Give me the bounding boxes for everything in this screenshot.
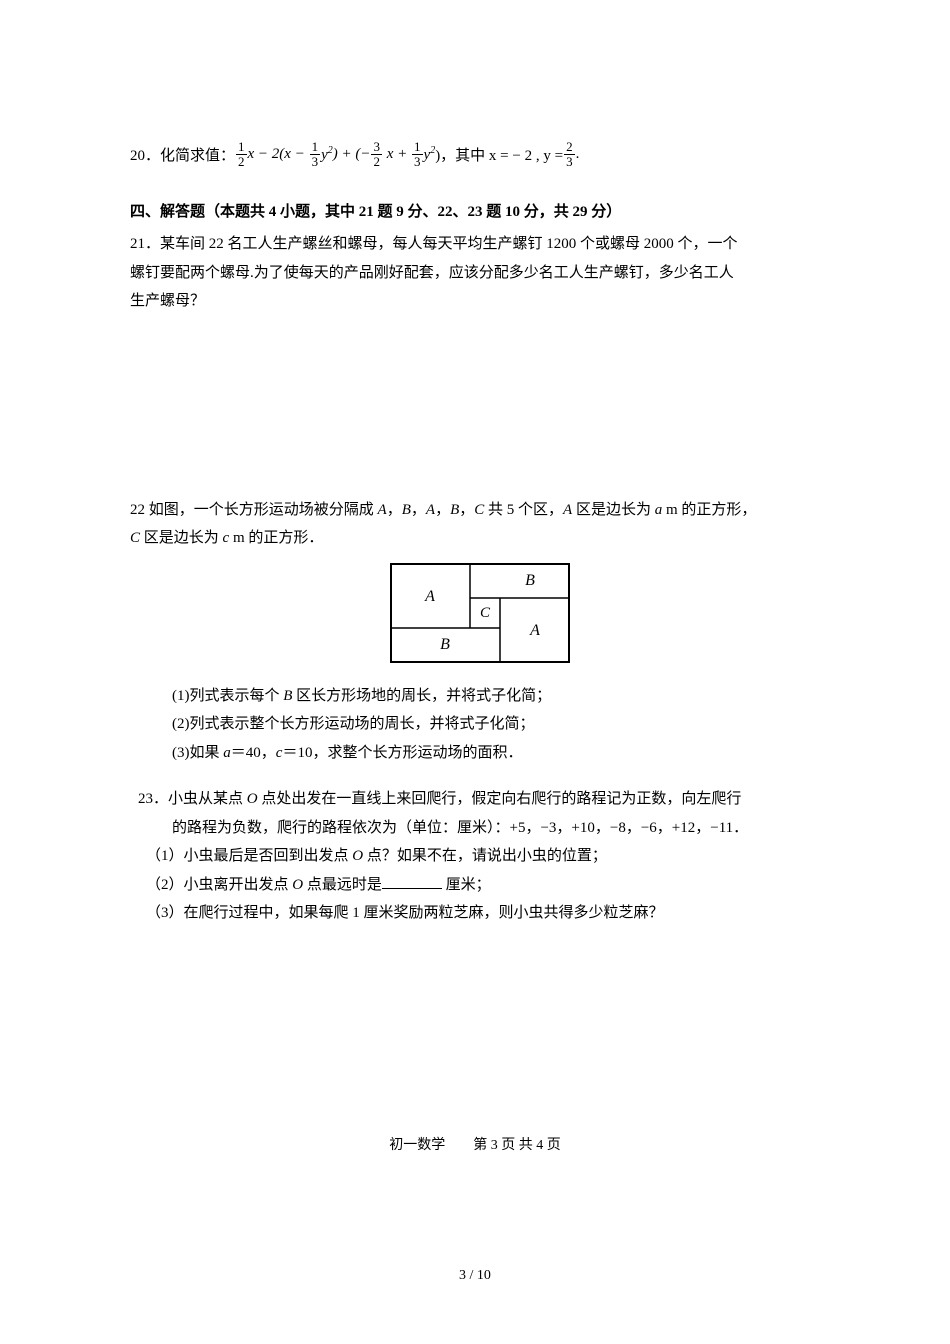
q21-l3: 生产螺母？ [130,287,830,316]
q21-l1: 21．某车间 22 名工人生产螺丝和螺母，每人每天平均生产螺钉 1200 个或螺… [130,230,830,259]
diagram-B2: B [440,636,450,653]
q22-sub3: (3)如果 a＝40，c＝10，求整个长方形运动场的面积． [130,739,830,768]
q20-close: )，其中 x = − 2 , y = [435,144,563,165]
diagram-A2: A [529,622,540,639]
frac-2-3: 2 3 [564,140,575,170]
q22-sub2: (2)列式表示整个长方形运动场的周长，并将式子化简； [130,710,830,739]
diagram-B1: B [525,572,535,589]
q23-blank [382,873,442,889]
frac-3-2: 3 2 [371,140,382,170]
page-number: 3 / 10 [0,1268,950,1284]
q20: 20．化简求值： 1 2 x − 2(x − 1 3 y2 ) + (− 3 2… [130,140,830,170]
diagram-A1: A [424,588,435,605]
q20-end: . [576,146,580,163]
exam-page: 20．化简求值： 1 2 x − 2(x − 1 3 y2 ) + (− 3 2… [0,0,950,1344]
frac-1-3a: 1 3 [310,140,321,170]
q22-l2: C 区是边长为 c m 的正方形． [130,524,830,553]
q20-y2: y2 [321,145,333,164]
q20-y4: y2 [424,145,436,164]
spacer-1 [130,316,830,496]
q22-diagram-wrap: A B C B A [130,563,830,668]
diagram-C: C [480,605,491,621]
q20-label: 20．化简求值： [130,144,235,165]
q20-x3: x + [383,146,411,163]
q20-mid: ) + (− [333,146,371,163]
q23-s2: （2）小虫离开出发点 O 点最远时是 厘米； [130,871,830,900]
section4-title: 四、解答题（本题共 4 小题，其中 21 题 9 分、22、23 题 10 分，… [130,198,830,227]
q23-l1: 23．小虫从某点 O 点处出发在一直线上来回爬行，假定向右爬行的路程记为正数，向… [130,785,830,814]
q23-l2: 的路程为负数，爬行的路程依次为（单位：厘米）：+5，−3，+10，−8，−6，+… [130,814,830,843]
q22-l1: 22 如图，一个长方形运动场被分隔成 A，B，A，B，C 共 5 个区，A 区是… [130,496,830,525]
frac-1-3b: 1 3 [412,140,423,170]
q21-l2: 螺钉要配两个螺母.为了使每天的产品刚好配套，应该分配多少名工人生产螺钉，多少名工… [130,259,830,288]
spacer-2 [130,767,830,785]
q22-diagram: A B C B A [390,563,570,663]
q23-s1: （1）小虫最后是否回到出发点 O 点？如果不在，请说出小虫的位置； [130,842,830,871]
q22-sub1: (1)列式表示每个 B 区长方形场地的周长，并将式子化简； [130,682,830,711]
q23-s3: （3）在爬行过程中，如果每爬 1 厘米奖励两粒芝麻，则小虫共得多少粒芝麻？ [130,899,830,928]
q20-x1: x − 2(x − [248,146,309,163]
page-footer: 初一数学 第 3 页 共 4 页 [0,1134,950,1154]
frac-1-2a: 1 2 [236,140,247,170]
